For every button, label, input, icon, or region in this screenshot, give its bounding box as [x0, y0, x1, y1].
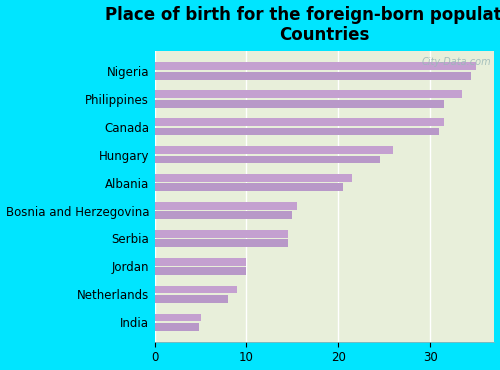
Bar: [154, 184, 343, 191]
Bar: [154, 100, 444, 108]
Bar: [154, 202, 297, 210]
Bar: [154, 146, 394, 154]
Bar: [154, 313, 200, 322]
Bar: [154, 90, 463, 98]
Bar: [154, 155, 380, 164]
Title: Place of birth for the foreign-born population -
Countries: Place of birth for the foreign-born popu…: [106, 6, 500, 44]
Bar: [154, 267, 246, 275]
Bar: [154, 63, 476, 70]
Text: City-Data.com: City-Data.com: [422, 57, 491, 67]
Bar: [154, 323, 198, 331]
Bar: [154, 295, 228, 303]
Bar: [154, 286, 238, 293]
Bar: [154, 174, 352, 182]
Bar: [154, 239, 288, 247]
Bar: [154, 258, 246, 266]
Bar: [154, 128, 440, 135]
Bar: [154, 230, 288, 238]
Bar: [154, 211, 292, 219]
Bar: [154, 118, 444, 126]
Bar: [154, 72, 471, 80]
